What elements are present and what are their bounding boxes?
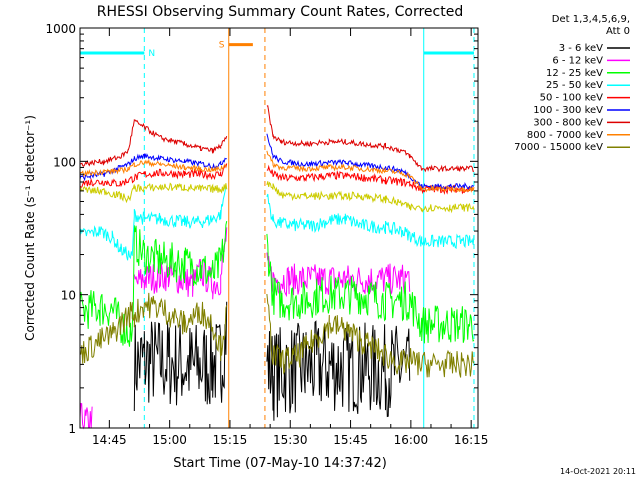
series-6-trace-0 bbox=[79, 119, 228, 167]
x-axis-label: Start Time (07-May-10 14:37:42) bbox=[173, 456, 387, 471]
annotation-label-2: S bbox=[219, 41, 225, 51]
legend-label-4: 50 - 100 keV bbox=[540, 93, 604, 104]
x-tick-label: 14:45 bbox=[92, 433, 127, 447]
series-9-trace-1 bbox=[266, 181, 475, 214]
series-3-trace-1 bbox=[266, 193, 475, 250]
y-tick-label: 1 bbox=[68, 422, 76, 436]
series-8 bbox=[79, 292, 475, 378]
x-tick-label: 15:30 bbox=[273, 433, 308, 447]
x-tick-label: 15:45 bbox=[333, 433, 368, 447]
chart-title: RHESSI Observing Summary Count Rates, Co… bbox=[97, 4, 463, 20]
legend-label-3: 25 - 50 keV bbox=[546, 80, 603, 91]
legend-title-line-1: Att 0 bbox=[606, 26, 630, 37]
series-0-trace-0 bbox=[133, 301, 228, 412]
series-6 bbox=[79, 105, 475, 173]
series-3-trace-0 bbox=[79, 185, 228, 261]
series-2-trace-1 bbox=[266, 233, 475, 344]
series-8-trace-1 bbox=[266, 293, 475, 378]
legend-label-6: 300 - 800 keV bbox=[533, 117, 603, 128]
legend-label-1: 6 - 12 keV bbox=[552, 55, 603, 66]
y-tick-label: 1000 bbox=[45, 22, 76, 36]
series-9 bbox=[79, 181, 475, 214]
series-6-trace-1 bbox=[266, 105, 475, 173]
y-axis-label: Corrected Count Rate (s⁻¹ detector⁻¹) bbox=[23, 115, 37, 341]
annotation-label-0: N bbox=[148, 49, 155, 59]
y-tick-label: 10 bbox=[61, 289, 76, 303]
footer-date: 14-Oct-2021 20:11 bbox=[560, 467, 636, 476]
legend-label-7: 800 - 7000 keV bbox=[527, 130, 603, 141]
series-1-trace-0 bbox=[79, 402, 93, 430]
x-tick-label: 15:00 bbox=[152, 433, 187, 447]
series-7-trace-1 bbox=[266, 150, 475, 193]
series-8-trace-0 bbox=[79, 292, 228, 364]
y-axis-ticks: 1 10 100 1000 bbox=[45, 22, 478, 436]
legend-label-2: 12 - 25 keV bbox=[546, 68, 603, 79]
series-2-trace-0 bbox=[79, 220, 228, 347]
series-0 bbox=[133, 301, 411, 421]
series-7 bbox=[79, 150, 475, 193]
series-1-trace-1 bbox=[133, 227, 228, 300]
x-tick-label: 16:15 bbox=[454, 433, 489, 447]
legend-title-line-0: Det 1,3,4,5,6,9, bbox=[552, 14, 630, 25]
series-7-trace-0 bbox=[79, 158, 227, 178]
series-layer bbox=[79, 105, 475, 430]
series-5-trace-0 bbox=[79, 153, 227, 182]
x-tick-label: 16:00 bbox=[394, 433, 429, 447]
x-axis-ticks: 14:45 15:00 15:15 15:30 15:45 16:00 16:15 bbox=[92, 28, 488, 447]
series-5 bbox=[79, 133, 475, 191]
legend-label-8: 7000 - 15000 keV bbox=[514, 142, 603, 153]
x-tick-label: 15:15 bbox=[213, 433, 248, 447]
series-5-trace-1 bbox=[266, 133, 475, 191]
series-2 bbox=[79, 220, 475, 347]
plot-frame bbox=[79, 27, 479, 429]
series-9-trace-0 bbox=[79, 182, 228, 204]
series-0-trace-1 bbox=[266, 320, 411, 421]
y-tick-label: 100 bbox=[53, 155, 76, 169]
annotation-layer: NS bbox=[80, 41, 474, 59]
legend-label-0: 3 - 6 keV bbox=[559, 43, 603, 54]
series-4-trace-0 bbox=[79, 163, 228, 189]
legend-label-5: 100 - 300 keV bbox=[533, 105, 603, 116]
series-3 bbox=[79, 185, 475, 261]
